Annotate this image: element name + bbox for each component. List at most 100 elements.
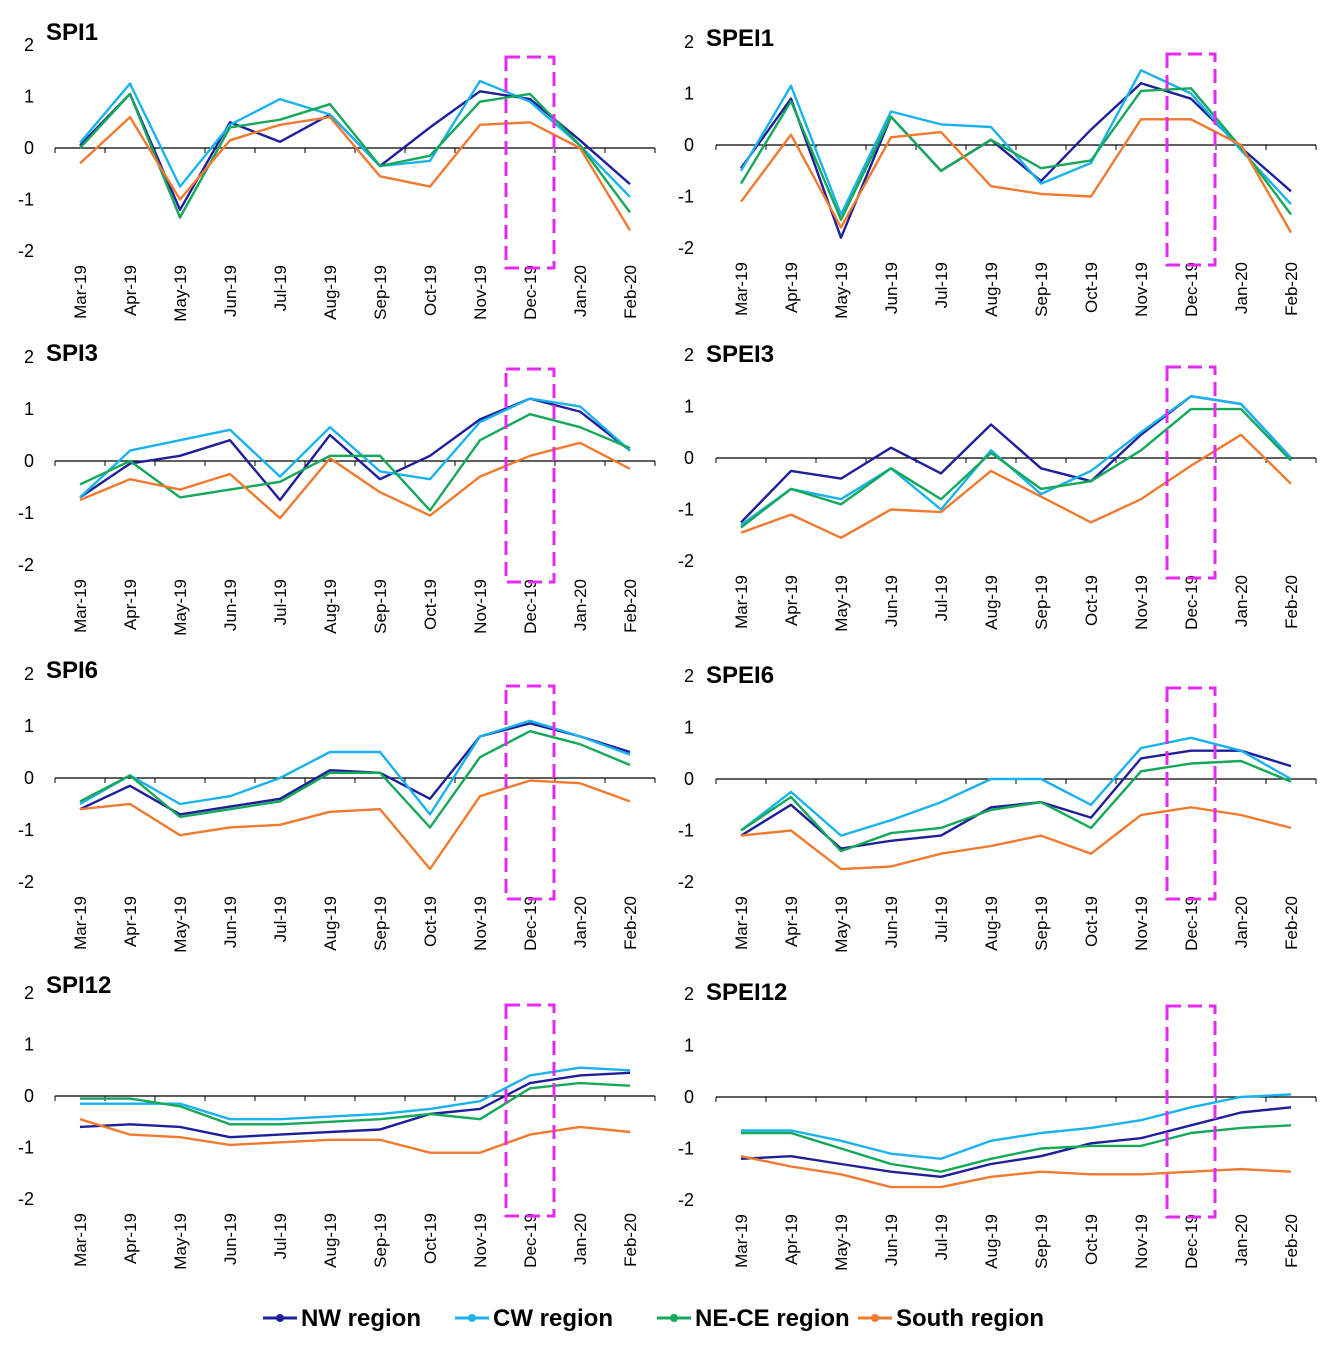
x-tick-label: Dec-19	[1182, 896, 1201, 951]
x-tick-label: Nov-19	[1132, 896, 1151, 951]
x-tick-label: Oct-19	[421, 1213, 440, 1264]
x-tick-label: Apr-19	[121, 896, 140, 947]
series-line-cw-region	[79, 719, 631, 816]
series-line-ne-ce-region	[80, 1081, 631, 1126]
y-tick-label: 0	[24, 768, 34, 788]
y-tick-label: -2	[18, 241, 34, 261]
x-tick-label: Jan-20	[571, 1213, 590, 1265]
x-tick-label: Apr-19	[121, 1213, 140, 1264]
series-line-cw-region	[80, 1066, 631, 1121]
x-tick-label: Jul-19	[932, 575, 951, 621]
x-tick-label: Dec-19	[1182, 1214, 1201, 1269]
x-tick-label: Nov-19	[471, 579, 490, 634]
x-tick-label: Aug-19	[982, 262, 1001, 317]
series-line-ne-ce-region	[741, 1124, 1292, 1173]
y-tick-label: 1	[24, 1035, 34, 1055]
x-tick-label: Jan-20	[571, 265, 590, 317]
series-line-south-region	[79, 779, 631, 871]
x-tick-label: Jan-20	[571, 579, 590, 631]
series-line-nw-region	[740, 81, 1292, 239]
x-tick-label: Oct-19	[421, 896, 440, 947]
legend-marker	[468, 1314, 476, 1322]
legend-item: NW region	[263, 1305, 421, 1332]
x-tick-label: Nov-19	[471, 1213, 490, 1268]
chart-panel-spi3: SPI3 2 1 0 -1 -2 Mar-19 Apr-19 May-19 Jun-19 Jul-1…	[18, 340, 656, 636]
series-line-south-region	[740, 433, 1292, 539]
series-line-nw-region	[740, 1106, 1292, 1179]
x-tick-label: May-19	[171, 265, 190, 322]
y-tick-label: 1	[24, 716, 34, 736]
x-tick-label: Mar-19	[71, 896, 90, 950]
x-tick-label: Sep-19	[371, 579, 390, 634]
x-tick-label: Nov-19	[471, 265, 490, 320]
series-line-ne-ce-region	[79, 92, 631, 219]
legend-label: NW region	[301, 1305, 421, 1332]
x-tick-label: Nov-19	[1132, 575, 1151, 630]
y-tick-label: -1	[18, 820, 34, 840]
x-tick-label: May-19	[832, 575, 851, 632]
x-tick-label: May-19	[171, 896, 190, 953]
x-tick-label: Feb-20	[1282, 1214, 1301, 1268]
x-tick-label: Sep-19	[1032, 1214, 1051, 1269]
chart-title: SPI1	[46, 19, 98, 46]
x-tick-label: Mar-19	[732, 896, 751, 950]
y-tick-label: 1	[24, 87, 34, 107]
x-tick-label: Dec-19	[521, 896, 540, 951]
y-tick-label: -2	[678, 1190, 694, 1210]
x-tick-label: Mar-19	[71, 265, 90, 319]
x-tick-label: Jul-19	[932, 262, 951, 308]
x-tick-label: Mar-19	[732, 262, 751, 316]
y-tick-label: -2	[18, 555, 34, 575]
legend-label: NE-CE region	[695, 1305, 850, 1332]
x-tick-label: Aug-19	[321, 265, 340, 320]
y-tick-label: -1	[18, 503, 34, 523]
series-line-ne-ce-region	[79, 413, 631, 512]
x-tick-label: Sep-19	[371, 896, 390, 951]
chart-title: SPEI3	[706, 341, 774, 368]
x-tick-label: Jun-19	[221, 579, 240, 631]
x-tick-label: Dec-19	[1182, 262, 1201, 317]
x-tick-label: Jul-19	[271, 1213, 290, 1259]
chart-title: SPEI6	[706, 662, 774, 689]
series-line-cw-region	[79, 397, 631, 499]
y-tick-label: 1	[684, 1036, 694, 1056]
series-line-ne-ce-region	[79, 730, 631, 829]
x-tick-label: Feb-20	[1282, 575, 1301, 629]
x-tick-label: Oct-19	[1082, 575, 1101, 626]
chart-title: SPI6	[46, 657, 98, 684]
series-line-nw-region	[79, 1071, 631, 1139]
y-tick-label: 1	[684, 718, 694, 738]
x-tick-label: Sep-19	[1032, 575, 1051, 630]
y-tick-label: 2	[684, 345, 694, 365]
x-tick-label: May-19	[171, 579, 190, 636]
series-line-south-region	[740, 1155, 1292, 1189]
x-tick-label: Dec-19	[521, 265, 540, 320]
y-tick-label: -2	[678, 238, 694, 258]
x-tick-label: Jan-20	[1232, 262, 1251, 314]
y-tick-label: 0	[684, 135, 694, 155]
x-tick-label: May-19	[832, 896, 851, 953]
x-tick-label: Apr-19	[782, 575, 801, 626]
chart-title: SPEI12	[706, 979, 787, 1006]
x-tick-label: Aug-19	[982, 575, 1001, 630]
x-tick-label: Feb-20	[1282, 262, 1301, 316]
legend-item: NE-CE region	[657, 1305, 850, 1332]
x-tick-label: Jan-20	[1232, 1214, 1251, 1266]
x-tick-label: Jul-19	[932, 1214, 951, 1260]
x-tick-label: Jun-19	[882, 1214, 901, 1266]
x-tick-label: Mar-19	[732, 575, 751, 629]
series-line-south-region	[79, 115, 632, 232]
x-tick-label: Jun-19	[882, 896, 901, 948]
chart-panel-spei1: SPEI1 2 1 0 -1 -2 Mar-19 Apr-19 May-19 Jun-19 Jul-…	[678, 25, 1317, 319]
series-line-cw-region	[741, 1093, 1292, 1161]
x-tick-label: Mar-19	[732, 1214, 751, 1268]
chart-panel-spi12: SPI12 2 1 0 -1 -2 Mar-19 Apr-19 May-19 Jun-19 Jul-…	[18, 972, 656, 1270]
x-tick-label: Dec-19	[521, 1213, 540, 1268]
x-tick-label: Apr-19	[121, 579, 140, 630]
y-tick-label: 2	[684, 984, 694, 1004]
series-line-nw-region	[79, 722, 631, 816]
x-tick-label: Mar-19	[71, 579, 90, 633]
highlight-box	[1165, 686, 1217, 901]
x-tick-label: Jun-19	[221, 1213, 240, 1265]
